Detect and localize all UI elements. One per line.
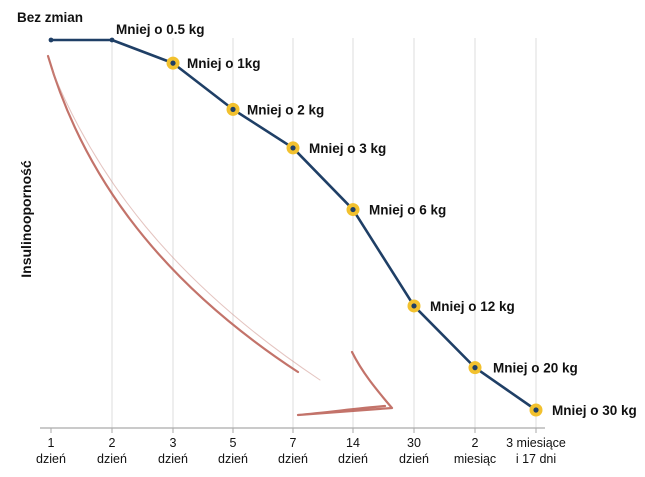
x-tick-label: 3 miesiące xyxy=(506,436,566,450)
x-tick-label: dzień xyxy=(97,452,127,466)
data-point xyxy=(290,145,296,151)
x-tick-labels: 1 dzień 2 dzień 3 dzień 5 dzień 7 dzień 14 dzień 30 d… xyxy=(36,428,566,466)
data-label: Mniej o 20 kg xyxy=(493,361,578,376)
data-label: Mniej o 1kg xyxy=(187,56,261,71)
data-label: Bez zmian xyxy=(17,10,83,25)
x-tick-label: dzień xyxy=(218,452,248,466)
arrow-curve-shadow xyxy=(51,69,321,381)
data-point xyxy=(533,407,539,413)
x-tick-label: dzień xyxy=(278,452,308,466)
data-point xyxy=(411,303,417,309)
data-point xyxy=(350,206,356,213)
data-label: Mniej o 0.5 kg xyxy=(116,22,205,37)
data-label: Mniej o 12 kg xyxy=(430,299,515,314)
x-tick-label: dzień xyxy=(338,452,368,466)
x-tick-label: 2 xyxy=(109,436,116,450)
x-tick-label: 3 xyxy=(170,436,177,450)
x-tick-label: 1 xyxy=(48,436,55,450)
x-tick-label: 7 xyxy=(290,436,297,450)
x-tick-label: 2 xyxy=(472,436,479,450)
data-point xyxy=(230,106,236,112)
x-tick-label: dzień xyxy=(36,452,66,466)
x-tick-label: i 17 dni xyxy=(516,452,556,466)
data-point xyxy=(170,60,176,66)
data-labels: Bez zmian Mniej o 0.5 kg Mniej o 1kg Mniej … xyxy=(17,10,637,418)
x-tick-label: miesiąc xyxy=(454,452,496,466)
data-label: Mniej o 6 kg xyxy=(369,203,446,218)
arrow-curve xyxy=(46,54,300,374)
data-label: Mniej o 30 kg xyxy=(552,403,637,418)
y-axis-label: Insulinooporność xyxy=(18,160,34,278)
data-point xyxy=(472,365,478,371)
x-tick-label: dzień xyxy=(399,452,429,466)
x-tick-label: 5 xyxy=(230,436,237,450)
x-tick-label: dzień xyxy=(158,452,188,466)
x-tick-label: 30 xyxy=(407,436,421,450)
data-point xyxy=(109,37,115,43)
arrow-head xyxy=(296,350,394,417)
x-tick-label: 14 xyxy=(346,436,360,450)
data-points xyxy=(48,37,543,417)
data-point xyxy=(48,37,54,43)
data-label: Mniej o 2 kg xyxy=(247,102,324,117)
hand-drawn-arrow xyxy=(46,54,394,417)
data-label: Mniej o 3 kg xyxy=(309,141,386,156)
